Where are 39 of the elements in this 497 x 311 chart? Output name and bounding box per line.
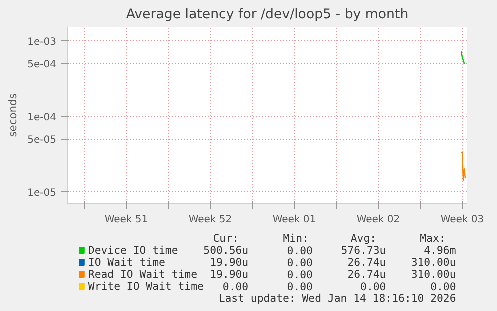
y-tick-label: 5e-05 [28,135,57,146]
text: Min: [283,232,309,245]
x-tick-label: Week 03 [440,214,484,226]
legend-label: Device IO time [88,244,178,257]
legend-label: Write IO Wait time [88,280,204,293]
text: 500.56u [204,244,249,257]
text: Avg: [350,232,377,245]
y-tick-label: 1e-03 [28,36,57,48]
legend-label: IO Wait time [88,256,166,269]
text: 0.00 [287,280,313,294]
y-tick-label: 5e-04 [28,60,57,71]
text: 0.00 [430,280,456,294]
text: 0.00 [360,280,386,294]
text: 310.00u [411,256,456,269]
line-series [460,50,466,64]
text: 26.74u [348,268,386,281]
text: 0.00 [287,244,313,258]
x-tick-label: Week 52 [188,214,232,226]
text: 310.00u [411,268,456,281]
y-tick-label: 1e-05 [28,188,57,199]
text: 19.90u [210,268,249,281]
x-tick-label: Week 51 [104,214,148,226]
legend-label: Read IO Wait time [88,268,198,281]
text: 576.73u [341,244,386,257]
x-tick-label: Week 01 [272,214,316,226]
y-axis-title: seconds [6,93,20,138]
text: 0.00 [222,280,249,294]
x-tick-label: Week 02 [356,214,400,226]
text: Max: [420,232,446,245]
chart-title: Average latency for /dev/loop5 - by month [126,8,409,22]
text: 4.96m [424,244,456,257]
text: 26.74u [348,256,386,269]
text: 19.90u [210,256,249,269]
line-series [460,152,466,182]
text: 0.00 [287,256,313,270]
text: 0.00 [287,268,313,282]
text: Cur: [213,232,239,245]
text: Last update: Wed Jan 14 18:16:10 2026 [218,292,456,305]
y-tick-label: 1e-04 [28,112,57,124]
